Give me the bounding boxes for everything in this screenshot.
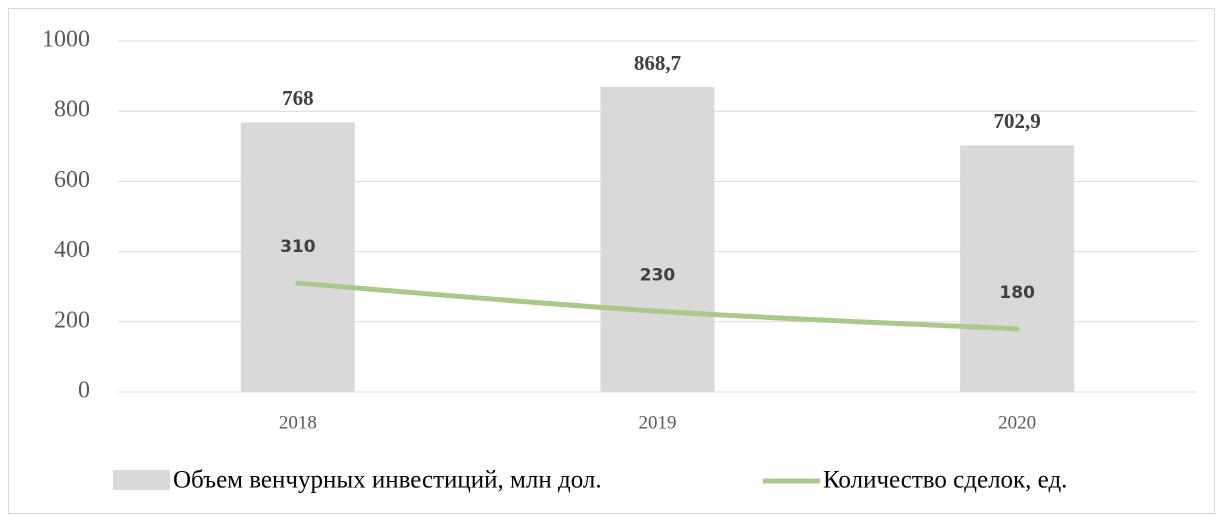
y-tick-label: 400 (54, 237, 90, 263)
chart-border (8, 8, 1215, 514)
legend-label: Объем венчурных инвестиций, млн дол. (173, 467, 602, 494)
y-tick-label: 600 (54, 167, 90, 193)
bar-value-label: 702,9 (994, 109, 1041, 133)
y-tick-label: 0 (78, 378, 90, 404)
line-value-label: 230 (640, 265, 676, 285)
x-tick-label: 2019 (639, 412, 677, 433)
line (295, 280, 1020, 332)
bar-value-label: 868,7 (634, 51, 681, 75)
bar (240, 122, 355, 392)
x-tick-label: 2018 (279, 412, 317, 433)
line-value-label: 310 (280, 237, 316, 257)
y-tick-label: 1000 (42, 27, 90, 53)
legend-label: Количество сделок, ед. (823, 467, 1067, 494)
y-tick-label: 200 (54, 307, 90, 333)
x-tick-label: 2020 (998, 412, 1036, 433)
bar (960, 145, 1075, 392)
y-tick-label: 800 (54, 97, 90, 123)
line-value-label: 180 (999, 283, 1035, 303)
legend-swatch (113, 470, 170, 490)
bar (600, 87, 715, 392)
bar-value-label: 768 (282, 86, 314, 110)
